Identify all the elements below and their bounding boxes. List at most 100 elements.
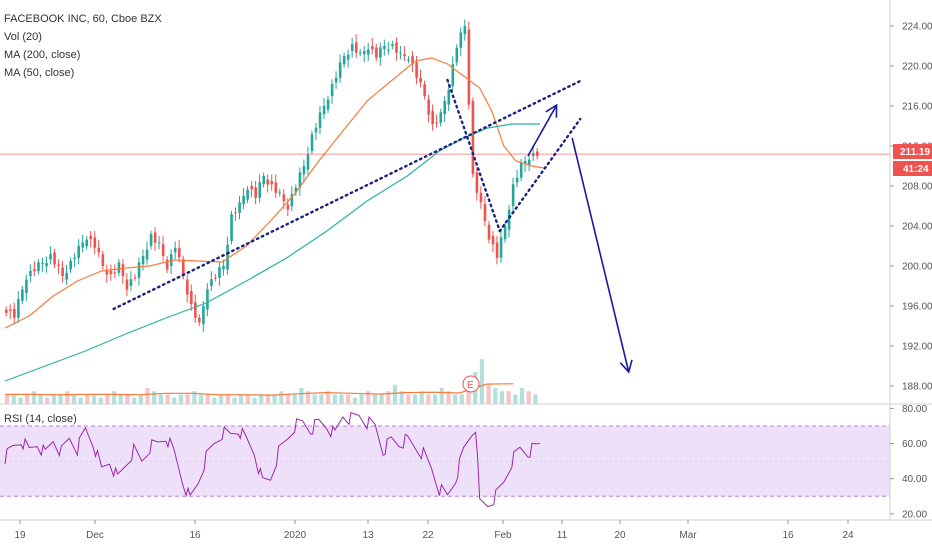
price-tick-label: 224.00	[902, 22, 932, 33]
candle-body	[330, 84, 334, 96]
candle-body	[226, 244, 229, 270]
candle-body	[57, 264, 60, 266]
earnings-marker[interactable]: E	[462, 375, 480, 393]
rsi-line	[4, 411, 541, 508]
dotted-trendline[interactable]	[498, 117, 582, 233]
candle-body	[218, 267, 221, 278]
candle-body	[463, 26, 467, 35]
volume-bar	[386, 391, 391, 404]
volume-bar	[98, 397, 103, 404]
volume-bar	[533, 394, 538, 404]
volume-bar	[198, 394, 204, 404]
volume-bar	[118, 394, 123, 404]
x-tick-label: 16	[782, 530, 794, 541]
volume-bar	[279, 391, 284, 404]
candle-body	[234, 212, 237, 214]
candle-body	[246, 189, 249, 200]
volume-bar	[185, 394, 190, 404]
candle-body	[198, 317, 201, 323]
candle-body	[105, 269, 109, 275]
volume-bar	[205, 394, 210, 404]
volume-bar	[38, 394, 43, 404]
volume-bar	[305, 391, 311, 404]
drawings[interactable]	[112, 78, 633, 374]
projection-arrow[interactable]	[527, 103, 558, 157]
ma200-line	[4, 123, 540, 382]
candle-body	[427, 99, 430, 115]
candle-body	[306, 154, 310, 170]
volume-bar	[5, 394, 10, 404]
candle-body	[194, 302, 197, 318]
candle-body	[81, 242, 85, 248]
candle-body	[467, 29, 471, 105]
candle-body	[238, 202, 241, 213]
ma50-indicator-label[interactable]: MA (50, close)	[4, 67, 75, 79]
candle-body	[206, 289, 209, 310]
price-tick-label: 188.00	[902, 382, 932, 393]
volume-bar	[165, 394, 170, 404]
candle-body	[117, 262, 121, 273]
candle-body	[527, 159, 531, 165]
candle-body	[266, 179, 270, 185]
volume-indicator-label[interactable]: Vol (20)	[4, 31, 42, 43]
rsi-legend-label[interactable]: RSI (14, close)	[4, 413, 77, 425]
candle-body	[37, 262, 40, 272]
volume-bar	[132, 397, 137, 404]
candle-body	[73, 257, 76, 260]
candle-body	[181, 259, 185, 276]
volume-bar	[526, 391, 531, 404]
volume-bars	[5, 359, 538, 404]
projection-arrow[interactable]	[571, 137, 633, 374]
countdown-badge	[893, 161, 932, 176]
candle-body	[471, 101, 475, 175]
candle-body	[97, 247, 101, 253]
candle-body	[121, 264, 125, 276]
candle-body	[282, 194, 286, 201]
candle-body	[379, 47, 382, 58]
candle-body	[346, 54, 350, 60]
x-tick-label: Dec	[86, 530, 104, 541]
candle-body	[371, 46, 374, 50]
last-price-label: 211.19	[900, 147, 930, 158]
volume-bar	[493, 388, 498, 404]
candle-body	[455, 47, 459, 63]
x-tick-label: 16	[189, 530, 201, 541]
candle-body	[407, 59, 410, 61]
rsi-band	[0, 425, 890, 497]
price-tick-label: 204.00	[902, 222, 932, 233]
volume-bar	[292, 394, 297, 404]
volume-bar	[65, 391, 70, 404]
candle-body	[9, 309, 12, 311]
earnings-circle[interactable]	[462, 375, 480, 393]
symbol-title[interactable]: FACEBOOK INC, 60, Cboe BZX	[4, 13, 162, 25]
candle-body	[354, 42, 358, 53]
x-tick-label: 2020	[284, 530, 307, 541]
volume-bar	[71, 394, 77, 404]
volume-bar	[366, 391, 371, 404]
chart-legend: FACEBOOK INC, 60, Cboe BZX Vol (20) MA (…	[4, 10, 162, 82]
candle-body	[125, 279, 129, 290]
dotted-trendline[interactable]	[112, 79, 582, 311]
volume-bar	[145, 388, 150, 404]
candle-body	[254, 187, 257, 198]
candle-body	[145, 249, 149, 260]
volume-bar	[172, 397, 177, 404]
price-tick-label: 200.00	[902, 262, 932, 273]
candle-body	[290, 194, 294, 206]
ma200-indicator-label[interactable]: MA (200, close)	[4, 49, 81, 61]
volume-bar	[285, 394, 291, 404]
candle-body	[507, 209, 511, 230]
candle-body	[423, 84, 426, 96]
candle-body	[113, 272, 117, 274]
candle-body	[161, 244, 165, 256]
volume-bar	[453, 394, 458, 404]
candle-body	[202, 306, 205, 325]
candle-body	[53, 252, 56, 265]
candle-body	[230, 214, 233, 241]
candle-body	[262, 176, 266, 185]
volume-bar	[406, 394, 411, 404]
dotted-trendline[interactable]	[446, 78, 501, 233]
candle-body	[13, 309, 16, 318]
volume-bar	[212, 397, 217, 404]
